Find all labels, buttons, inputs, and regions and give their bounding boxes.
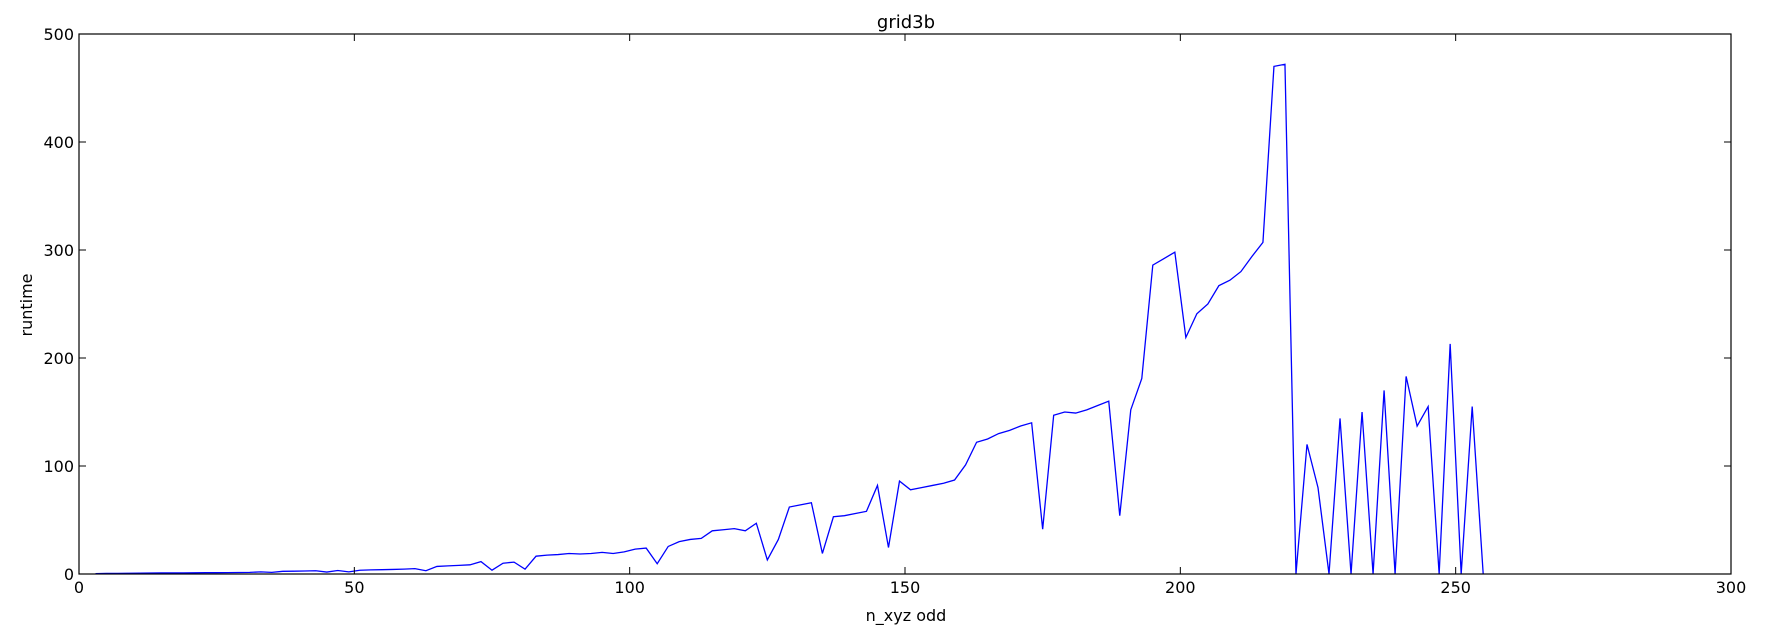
x-tick-label: 300 <box>1716 578 1747 597</box>
x-tick-label: 250 <box>1440 578 1471 597</box>
x-tick-label: 50 <box>344 578 364 597</box>
y-tick-label: 400 <box>43 133 74 152</box>
x-tick-label: 100 <box>614 578 645 597</box>
x-tick-label: 0 <box>74 578 84 597</box>
chart-title: grid3b <box>877 12 935 33</box>
y-tick-label: 500 <box>43 25 74 44</box>
series-line <box>95 63 1484 574</box>
plot-area <box>78 33 1732 575</box>
x-tick-label: 150 <box>890 578 921 597</box>
y-tick-label: 300 <box>43 241 74 260</box>
x-tick-label: 200 <box>1165 578 1196 597</box>
y-axis: 0 100 200 300 400 500 <box>43 25 1731 584</box>
y-tick-label: 200 <box>43 349 74 368</box>
plot-frame <box>78 33 1732 575</box>
y-tick-label: 0 <box>64 565 74 584</box>
y-tick-label: 100 <box>43 457 74 476</box>
x-axis-label: n_xyz odd <box>866 606 947 626</box>
x-axis: 0 50 100 150 200 250 300 <box>74 34 1746 597</box>
y-axis-label: runtime <box>17 273 36 336</box>
